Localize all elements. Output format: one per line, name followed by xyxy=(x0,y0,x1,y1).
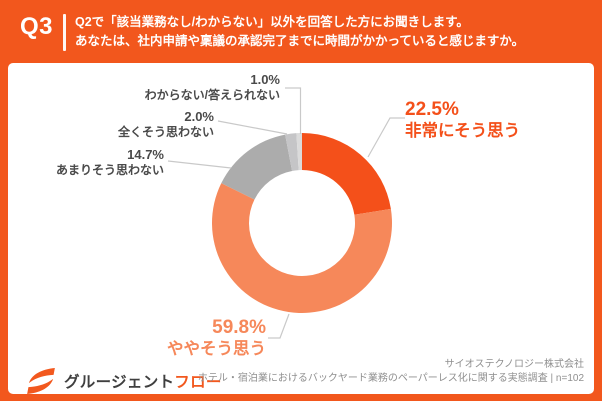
question-number: Q3 xyxy=(20,13,54,40)
label-dont-know-pct: 1.0% xyxy=(250,72,280,87)
donut-segment-0 xyxy=(302,133,391,215)
donut-segment-3 xyxy=(285,133,299,171)
header-divider xyxy=(63,14,66,51)
donut-segments xyxy=(211,133,392,313)
question-line-2: あなたは、社内申請や稟議の承認完了までに時間がかかっていると感じますか。 xyxy=(75,34,525,48)
label-strongly-agree: 22.5% 非常にそう思う xyxy=(405,98,520,142)
chart-card: 22.5% 非常にそう思う 59.8% ややそう思う 14.7% あまりそう思わ… xyxy=(8,63,594,394)
leader-line-seg1 xyxy=(268,313,290,339)
donut-segment-4 xyxy=(296,133,302,171)
label-somewhat-agree: 59.8% ややそう思う xyxy=(167,316,266,360)
label-somewhat-disagree-pct: 14.7% xyxy=(127,147,164,162)
source-company: サイオステクノロジー株式会社 xyxy=(444,359,584,370)
label-somewhat-disagree: 14.7% あまりそう思わない xyxy=(56,147,164,178)
leader-line-seg0 xyxy=(367,117,405,158)
label-strongly-disagree-pct: 2.0% xyxy=(184,109,214,124)
question-text: Q2で「該当業務なし/わからない」以外を回答した方にお聞きします。 あなたは、社… xyxy=(75,13,595,51)
label-strongly-agree-pct: 22.5% xyxy=(405,99,459,120)
label-somewhat-agree-name: ややそう思う xyxy=(167,340,266,358)
donut-segment-2 xyxy=(221,134,293,200)
leader-line-seg2 xyxy=(167,160,232,169)
gluegent-flow-logo: グルージェントフロー xyxy=(26,368,222,394)
source-survey: ホテル・宿泊業におけるバックヤード業務のペーパーレス化に関する実態調査 | n=… xyxy=(197,373,584,384)
header-banner: Q3 Q2で「該当業務なし/わからない」以外を回答した方にお聞きします。 あなた… xyxy=(0,0,602,63)
label-dont-know-name: わからない/答えられない xyxy=(144,88,280,102)
survey-source: サイオステクノロジー株式会社 ホテル・宿泊業におけるバックヤード業務のペーパーレ… xyxy=(198,358,584,386)
leader-line-seg4 xyxy=(285,87,302,134)
leader-line-seg3 xyxy=(217,120,288,135)
gluegent-swoosh-icon xyxy=(27,368,55,394)
donut-chart xyxy=(167,87,405,339)
label-somewhat-disagree-name: あまりそう思わない xyxy=(55,163,164,177)
logo-text-orange: フロー xyxy=(174,374,222,391)
logo-text-dark: グルージェント xyxy=(64,374,175,391)
donut-segment-1 xyxy=(211,183,392,313)
logo-text: グルージェントフロー xyxy=(64,370,222,392)
label-somewhat-agree-pct: 59.8% xyxy=(212,317,266,338)
leader-lines xyxy=(167,87,405,339)
label-strongly-disagree-name: 全くそう思わない xyxy=(117,125,214,139)
question-line-1: Q2で「該当業務なし/わからない」以外を回答した方にお聞きします。 xyxy=(75,15,469,29)
label-strongly-agree-name: 非常にそう思う xyxy=(405,122,521,140)
label-strongly-disagree: 2.0% 全くそう思わない xyxy=(118,109,214,140)
label-dont-know: 1.0% わからない/答えられない xyxy=(145,72,280,103)
